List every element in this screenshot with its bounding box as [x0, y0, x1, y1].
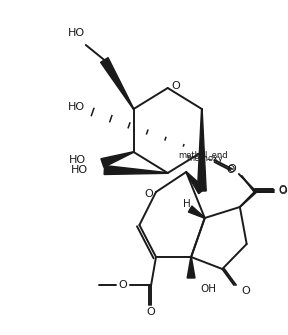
- Text: HO: HO: [71, 165, 88, 175]
- Text: HO: HO: [67, 102, 85, 112]
- Polygon shape: [198, 109, 206, 191]
- Text: O: O: [226, 165, 234, 175]
- Text: O: O: [228, 164, 236, 174]
- Polygon shape: [188, 206, 205, 218]
- Text: O: O: [242, 286, 251, 296]
- Polygon shape: [186, 172, 205, 194]
- Text: HO: HO: [67, 28, 85, 38]
- Polygon shape: [187, 257, 195, 278]
- Polygon shape: [101, 152, 134, 167]
- Polygon shape: [101, 58, 134, 109]
- Text: methyl_end: methyl_end: [178, 150, 228, 159]
- Text: H: H: [183, 199, 191, 209]
- Text: OH: OH: [200, 284, 216, 294]
- Text: O: O: [279, 186, 288, 196]
- Text: O: O: [147, 307, 156, 317]
- Text: O: O: [118, 280, 127, 290]
- Text: O: O: [145, 189, 154, 199]
- Text: O: O: [171, 81, 180, 91]
- Polygon shape: [104, 165, 168, 175]
- Text: HO: HO: [69, 155, 86, 165]
- Text: O: O: [278, 185, 286, 195]
- Text: methoxy: methoxy: [186, 153, 223, 162]
